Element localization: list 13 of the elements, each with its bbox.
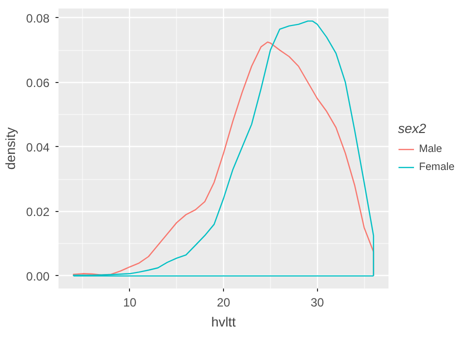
legend-label: Male (419, 143, 442, 155)
y-tick-label: 0.06 (26, 76, 50, 90)
y-tick-label: 0.02 (26, 204, 50, 219)
legend-label: Female (419, 161, 455, 173)
x-axis-title: hvltt (211, 314, 236, 330)
x-tick-label: 20 (216, 296, 230, 310)
y-tick-label: 0.04 (26, 140, 50, 154)
x-tick-label: 30 (310, 296, 324, 310)
y-axis-title: density (3, 127, 18, 170)
y-tick-label: 0.08 (26, 11, 50, 26)
y-tick-label: 0.00 (26, 269, 50, 284)
x-tick-label: 10 (123, 296, 137, 310)
legend-title: sex2 (398, 121, 428, 136)
